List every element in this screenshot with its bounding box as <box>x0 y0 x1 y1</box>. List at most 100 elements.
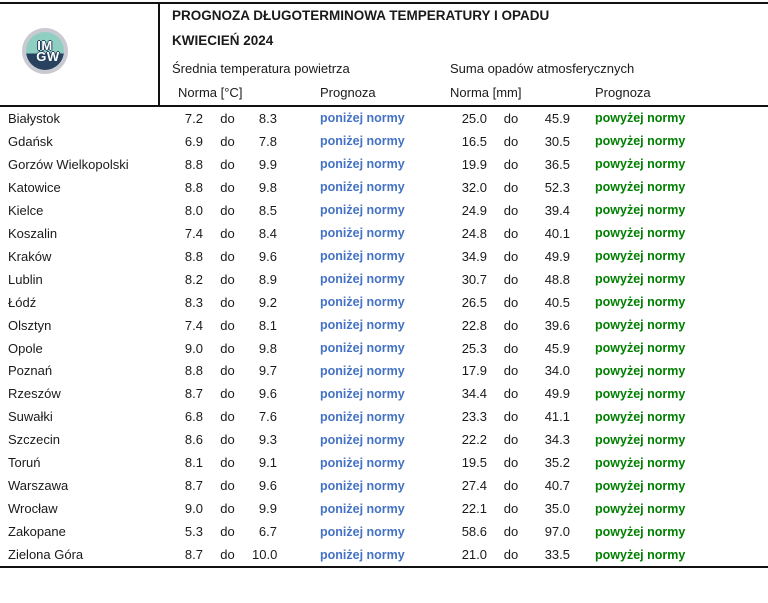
temp-forecast: poniżej normy <box>320 432 405 447</box>
temp-range-separator: do <box>220 156 235 172</box>
temp-forecast: poniżej normy <box>320 455 405 470</box>
temp-forecast: poniżej normy <box>320 203 405 218</box>
temp-range-separator: do <box>220 409 235 425</box>
temp-forecast-column-header: Prognoza <box>320 85 376 100</box>
temp-norm-high: 9.6 <box>258 386 277 402</box>
table-body: Białystok 7.2 do 8.3 poniżej normy 25.0 … <box>0 107 768 566</box>
precip-forecast: powyżej normy <box>595 180 686 195</box>
table-row: Kielce 8.0 do 8.5 poniżej normy 24.9 do … <box>0 199 768 222</box>
precip-norm-high: 40.7 <box>544 478 570 494</box>
temp-range-separator: do <box>220 432 235 448</box>
page-subtitle-month: KWIECIEŃ 2024 <box>172 33 274 48</box>
temp-forecast: poniżej normy <box>320 318 405 333</box>
precip-forecast: powyżej normy <box>595 249 686 264</box>
temp-section-header: Średnia temperatura powietrza <box>172 61 350 76</box>
city-name: Zakopane <box>8 524 66 540</box>
temp-norm-low: 8.8 <box>184 179 203 195</box>
temp-forecast: poniżej normy <box>320 249 405 264</box>
temp-norm-low: 8.0 <box>184 202 203 218</box>
precip-range-separator: do <box>503 156 519 172</box>
precip-norm-high: 35.2 <box>544 455 570 471</box>
temp-norm-low: 5.3 <box>184 524 203 540</box>
temp-range-separator: do <box>220 501 235 517</box>
temp-norm-high: 10.0 <box>252 547 278 563</box>
precip-range-separator: do <box>503 547 519 563</box>
city-name: Zielona Góra <box>8 547 84 563</box>
precip-norm-high: 34.0 <box>544 363 570 379</box>
temp-forecast: poniżej normy <box>320 478 405 493</box>
temp-norm-low: 8.1 <box>184 455 203 471</box>
temp-range-separator: do <box>220 271 235 287</box>
precip-range-separator: do <box>503 294 519 310</box>
table-row: Wrocław 9.0 do 9.9 poniżej normy 22.1 do… <box>0 497 768 520</box>
temp-forecast: poniżej normy <box>320 524 405 539</box>
temp-norm-high: 9.6 <box>258 478 277 494</box>
precip-range-separator: do <box>503 432 519 448</box>
precip-forecast: powyżej normy <box>595 432 686 447</box>
precip-section-header: Suma opadów atmosferycznych <box>450 61 635 76</box>
temp-norm-low: 6.9 <box>184 133 203 149</box>
temp-norm-low: 8.7 <box>184 478 203 494</box>
precip-range-separator: do <box>503 317 519 333</box>
precip-norm-low: 16.5 <box>461 133 487 149</box>
temp-range-separator: do <box>220 524 235 540</box>
precip-norm-high: 41.1 <box>544 409 570 425</box>
temp-range-separator: do <box>220 317 235 333</box>
precip-norm-low: 24.8 <box>461 225 487 241</box>
precip-range-separator: do <box>503 386 519 402</box>
city-name: Białystok <box>8 110 61 126</box>
temp-forecast: poniżej normy <box>320 111 405 126</box>
city-name: Opole <box>8 340 43 356</box>
precip-norm-low: 34.4 <box>461 386 487 402</box>
precip-forecast: powyżej normy <box>595 226 686 241</box>
temp-norm-high: 9.2 <box>258 294 277 310</box>
precip-norm-high: 34.3 <box>544 432 570 448</box>
table-row: Suwałki 6.8 do 7.6 poniżej normy 23.3 do… <box>0 405 768 428</box>
temp-norm-high: 6.7 <box>258 524 277 540</box>
temp-forecast: poniżej normy <box>320 295 405 310</box>
temp-norm-low: 8.6 <box>184 432 203 448</box>
imgw-logo-icon: IM GW <box>22 28 68 74</box>
temp-norm-low: 7.2 <box>184 110 203 126</box>
city-name: Szczecin <box>8 432 61 448</box>
temp-norm-low: 8.2 <box>184 271 203 287</box>
precip-norm-low: 30.7 <box>461 271 487 287</box>
precip-forecast: powyżej normy <box>595 386 686 401</box>
temp-norm-high: 9.9 <box>258 501 277 517</box>
precip-norm-high: 40.1 <box>544 225 570 241</box>
precip-norm-high: 49.9 <box>544 248 570 264</box>
precip-forecast: powyżej normy <box>595 295 686 310</box>
temp-forecast: poniżej normy <box>320 363 405 378</box>
precip-norm-low: 27.4 <box>461 478 487 494</box>
precip-norm-high: 35.0 <box>544 501 570 517</box>
temp-forecast: poniżej normy <box>320 134 405 149</box>
city-name: Poznań <box>8 363 53 379</box>
temp-norm-high: 8.3 <box>258 110 277 126</box>
precip-norm-high: 52.3 <box>544 179 570 195</box>
precip-forecast: powyżej normy <box>595 363 686 378</box>
precip-norm-high: 39.4 <box>544 202 570 218</box>
precip-norm-low: 34.9 <box>461 248 487 264</box>
precip-norm-high: 40.5 <box>544 294 570 310</box>
table-row: Gdańsk 6.9 do 7.8 poniżej normy 16.5 do … <box>0 130 768 153</box>
precip-forecast: powyżej normy <box>595 524 686 539</box>
table-row: Katowice 8.8 do 9.8 poniżej normy 32.0 d… <box>0 176 768 199</box>
temp-norm-high: 9.9 <box>258 156 277 172</box>
temp-forecast: poniżej normy <box>320 180 405 195</box>
city-name: Olsztyn <box>8 317 52 333</box>
table-row: Zielona Góra 8.7 do 10.0 poniżej normy 2… <box>0 543 768 566</box>
precip-range-separator: do <box>503 271 519 287</box>
precip-forecast: powyżej normy <box>595 478 686 493</box>
precip-norm-column-header: Norma [mm] <box>450 85 522 100</box>
precip-range-separator: do <box>503 133 519 149</box>
precip-range-separator: do <box>503 340 519 356</box>
table-row: Kraków 8.8 do 9.6 poniżej normy 34.9 do … <box>0 245 768 268</box>
temp-norm-low: 8.8 <box>184 248 203 264</box>
precip-forecast: powyżej normy <box>595 409 686 424</box>
temp-norm-high: 9.1 <box>258 455 277 471</box>
temp-norm-low: 9.0 <box>184 501 203 517</box>
temp-range-separator: do <box>220 248 235 264</box>
table-row: Gorzów Wielkopolski 8.8 do 9.9 poniżej n… <box>0 153 768 176</box>
temp-norm-high: 8.4 <box>258 225 277 241</box>
precip-range-separator: do <box>503 363 519 379</box>
